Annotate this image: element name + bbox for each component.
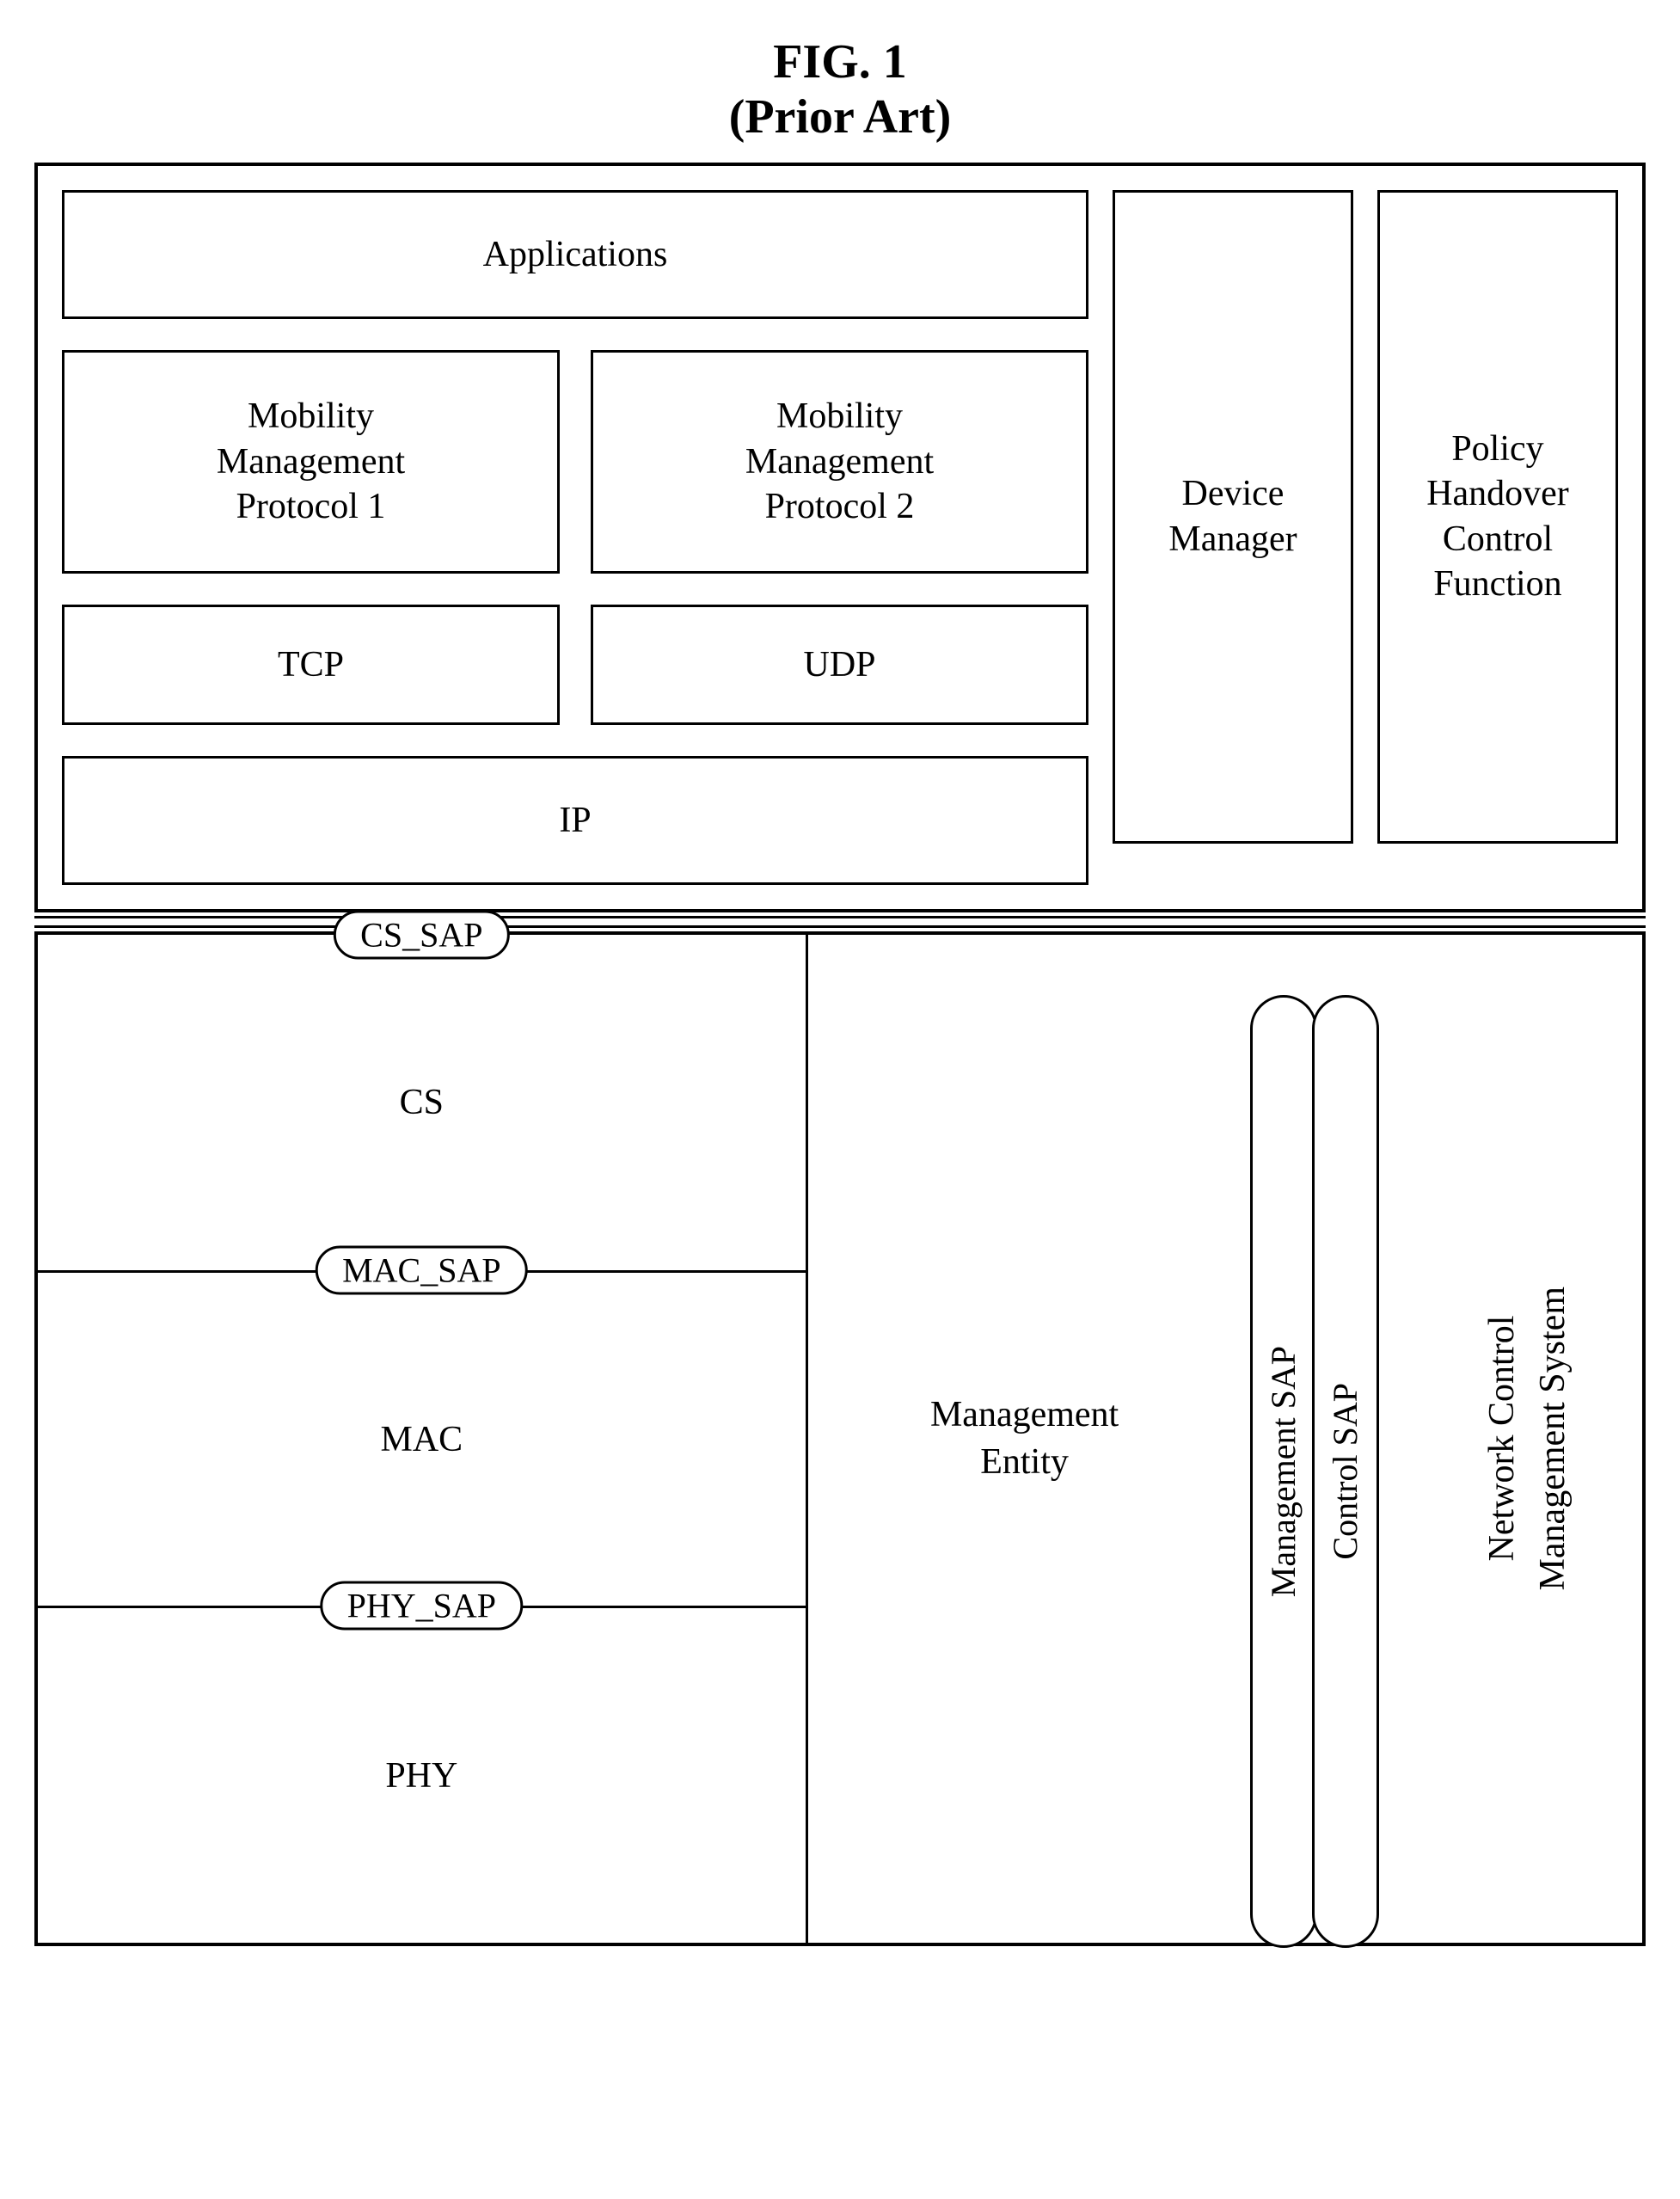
cs-label: CS bbox=[400, 1082, 444, 1123]
mobility-row: Mobility Management Protocol 1 Mobility … bbox=[62, 350, 1088, 574]
phy-layer: PHY bbox=[38, 1606, 806, 1942]
management-sap-label: Management SAP bbox=[1263, 1346, 1303, 1597]
transport-row: TCP UDP bbox=[62, 605, 1088, 725]
applications-box: Applications bbox=[62, 190, 1088, 319]
device-manager-box: Device Manager bbox=[1113, 190, 1353, 844]
mmp2-box: Mobility Management Protocol 2 bbox=[591, 350, 1088, 574]
cs-sap-label: CS_SAP bbox=[360, 915, 482, 954]
ip-box: IP bbox=[62, 756, 1088, 885]
management-entity-label: Management Entity bbox=[930, 1391, 1119, 1485]
upper-left-column: Applications Mobility Management Protoco… bbox=[62, 190, 1088, 885]
tcp-label: TCP bbox=[278, 642, 344, 688]
figure-title-line1: FIG. 1 bbox=[773, 35, 907, 89]
device-manager-label: Device Manager bbox=[1168, 471, 1297, 562]
tcp-box: TCP bbox=[62, 605, 560, 725]
management-sap-pill: Management SAP bbox=[1250, 995, 1317, 1948]
applications-label: Applications bbox=[483, 232, 668, 278]
upper-layers-frame: Applications Mobility Management Protoco… bbox=[34, 163, 1646, 912]
management-entity-box: Management Entity bbox=[808, 935, 1242, 1943]
phy-sap-label: PHY_SAP bbox=[347, 1587, 496, 1625]
right-zone: Management SAP Control SAP Network Contr… bbox=[1242, 935, 1643, 1943]
udp-label: UDP bbox=[803, 642, 875, 688]
ip-label: IP bbox=[559, 798, 591, 844]
mac-label: MAC bbox=[380, 1419, 463, 1460]
ncms-label: Network Control Management System bbox=[1477, 1287, 1579, 1590]
ncms-box: Network Control Management System bbox=[1413, 935, 1643, 1943]
mac-sap-label: MAC_SAP bbox=[342, 1251, 501, 1290]
udp-box: UDP bbox=[591, 605, 1088, 725]
mmp1-label: Mobility Management Protocol 1 bbox=[217, 394, 405, 530]
mac-layer: MAC bbox=[38, 1270, 806, 1606]
policy-function-box: Policy Handover Control Function bbox=[1377, 190, 1618, 844]
protocol-stack-column: CS MAC PHY CS_SAP MAC_SAP PHY_SAP bbox=[38, 935, 808, 1943]
mmp2-label: Mobility Management Protocol 2 bbox=[745, 394, 934, 530]
control-sap-label: Control SAP bbox=[1325, 1383, 1365, 1560]
figure-title: FIG. 1 (Prior Art) bbox=[34, 34, 1646, 145]
figure-title-line2: (Prior Art) bbox=[729, 90, 952, 144]
mac-sap-pill: MAC_SAP bbox=[316, 1246, 528, 1295]
frame-divider-rail bbox=[34, 912, 1646, 931]
policy-function-label: Policy Handover Control Function bbox=[1426, 427, 1569, 607]
figure-root: FIG. 1 (Prior Art) Applications Mobility… bbox=[34, 34, 1646, 1946]
phy-label: PHY bbox=[385, 1755, 457, 1797]
phy-sap-pill: PHY_SAP bbox=[321, 1582, 523, 1631]
mmp1-box: Mobility Management Protocol 1 bbox=[62, 350, 560, 574]
lower-layers-frame: CS MAC PHY CS_SAP MAC_SAP PHY_SAP Manage… bbox=[34, 931, 1646, 1946]
control-sap-pill: Control SAP bbox=[1312, 995, 1379, 1948]
cs-sap-pill: CS_SAP bbox=[334, 910, 509, 959]
cs-layer: CS bbox=[38, 935, 806, 1270]
